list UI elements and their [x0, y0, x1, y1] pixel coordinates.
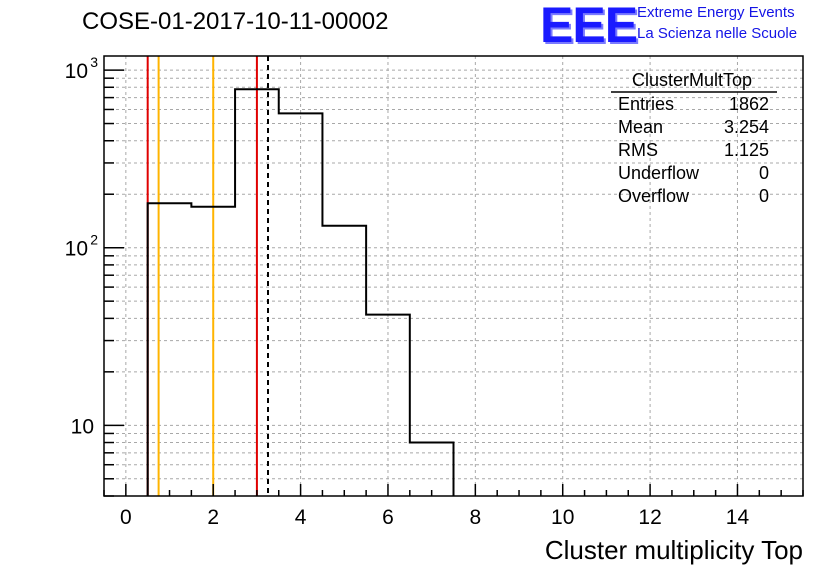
logo-caption-line2: La Scienza nelle Scuole — [637, 25, 798, 42]
x-tick-label: 2 — [207, 506, 219, 529]
x-tick-label: 8 — [470, 506, 482, 529]
stats-row-value: 3.254 — [724, 117, 769, 137]
histogram-outline — [146, 88, 455, 496]
stats-row-value: 0 — [759, 163, 769, 183]
histogram-bars — [146, 88, 455, 496]
logo-caption-line1: Extreme Energy Events — [637, 4, 795, 21]
stats-row-value: 0 — [759, 186, 769, 206]
grid-layer — [104, 56, 803, 497]
stats-row-label: Mean — [618, 117, 663, 137]
x-tick-label: 14 — [726, 506, 750, 529]
x-tick-label: 6 — [382, 506, 394, 529]
histogram-bin — [148, 203, 192, 496]
stats-row-value: 1862 — [729, 94, 769, 114]
histogram-bin — [322, 226, 366, 496]
stats-row-label: Underflow — [618, 163, 700, 183]
x-tick-label: 4 — [295, 506, 307, 529]
plot-frame — [103, 55, 804, 497]
y-tick-label: 10 — [65, 60, 88, 83]
chart-title: COSE-01-2017-10-11-00002 — [82, 8, 389, 35]
stats-box: ClusterMultTop Entries 1862 Mean 3.254 RMS 1.… — [611, 70, 777, 206]
eee-logo: EEE — [540, 0, 638, 53]
x-tick-label: 12 — [638, 506, 661, 529]
stats-row-label: RMS — [618, 140, 658, 160]
stats-box-name: ClusterMultTop — [632, 70, 752, 90]
y-tick-exponent: 2 — [90, 232, 98, 248]
stats-row-value: 1.125 — [724, 140, 769, 160]
x-tick-label: 10 — [551, 506, 574, 529]
x-axis-title: Cluster multiplicity Top — [545, 535, 803, 565]
reference-lines — [146, 56, 270, 496]
histogram-bin — [410, 443, 454, 496]
y-tick-label: 10 — [71, 415, 94, 438]
y-tick-label: 10 — [65, 238, 88, 261]
stats-row-label: Overflow — [618, 186, 690, 206]
x-tick-label: 0 — [120, 506, 132, 529]
y-tick-exponent: 3 — [90, 54, 98, 70]
stats-row-label: Entries — [618, 94, 674, 114]
